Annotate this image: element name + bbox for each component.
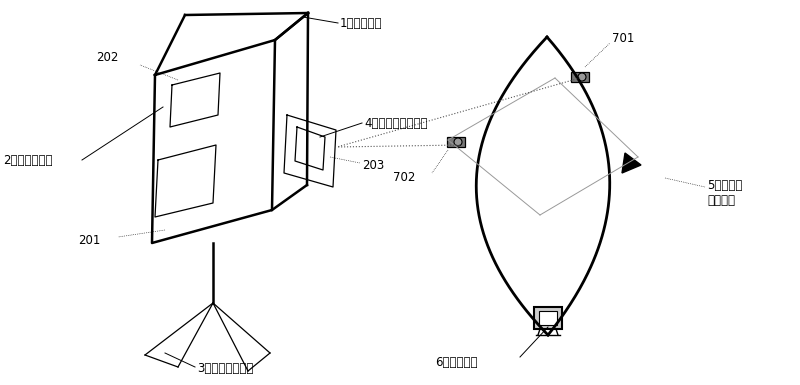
Bar bbox=[571, 72, 589, 82]
Text: 4激光测距传感器组: 4激光测距传感器组 bbox=[364, 117, 427, 129]
Text: 1基准参考板: 1基准参考板 bbox=[340, 17, 382, 30]
Text: 3基准参考板支架: 3基准参考板支架 bbox=[197, 363, 254, 375]
Text: 201: 201 bbox=[78, 233, 100, 246]
Text: 5加速度传
感器单元: 5加速度传 感器单元 bbox=[707, 179, 742, 207]
Bar bbox=[447, 137, 465, 147]
Text: 202: 202 bbox=[96, 50, 118, 64]
Polygon shape bbox=[622, 153, 641, 173]
Bar bbox=[539, 311, 557, 325]
Text: 203: 203 bbox=[362, 159, 384, 171]
Text: 2反光材料块组: 2反光材料块组 bbox=[3, 154, 53, 166]
Text: 701: 701 bbox=[612, 32, 634, 45]
Text: 6测量控制器: 6测量控制器 bbox=[435, 357, 478, 370]
Text: 702: 702 bbox=[393, 171, 415, 184]
Bar bbox=[534, 307, 562, 329]
Circle shape bbox=[454, 138, 462, 146]
Circle shape bbox=[578, 73, 586, 81]
